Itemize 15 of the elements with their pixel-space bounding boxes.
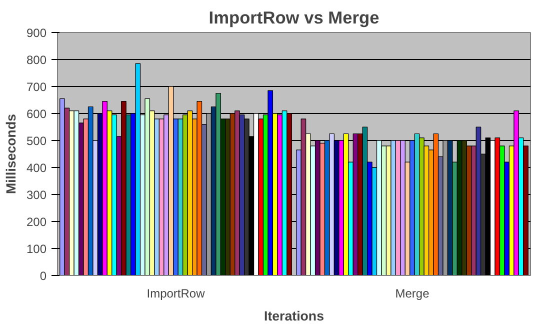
x-tick-label: ImportRow xyxy=(146,286,206,300)
chart-title: ImportRow vs Merge xyxy=(208,8,380,28)
y-tick-label: 300 xyxy=(26,188,47,202)
y-tick-label: 0 xyxy=(40,269,47,283)
y-tick-label: 500 xyxy=(26,134,47,148)
y-tick-label: 200 xyxy=(26,215,47,229)
x-axis-title: Iterations xyxy=(264,308,324,324)
y-tick-label: 900 xyxy=(26,26,47,40)
y-axis-title: Milliseconds xyxy=(3,114,18,194)
y-tick-label: 800 xyxy=(26,53,47,67)
y-tick-label: 100 xyxy=(26,242,47,256)
y-tick-label: 600 xyxy=(26,107,47,121)
y-tick-label: 700 xyxy=(26,80,47,94)
x-tick-label: Merge xyxy=(395,286,430,300)
y-tick-label: 400 xyxy=(26,161,47,175)
